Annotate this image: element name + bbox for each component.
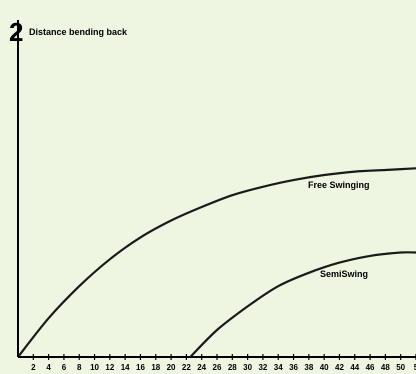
- x-tick-label: 40: [320, 363, 329, 372]
- x-tick-label: 5: [414, 363, 416, 372]
- x-tick-label: 6: [62, 363, 67, 372]
- x-ticks: 2 4 6 8 10 12 14 16 18 20 22 24 26 28 30 32 34 36 38 40 42 44…: [31, 354, 416, 372]
- x-tick-label: 50: [396, 363, 405, 372]
- x-tick-label: 10: [90, 363, 99, 372]
- x-tick-label: 26: [213, 363, 222, 372]
- x-tick-label: 38: [304, 363, 313, 372]
- x-tick-label: 28: [228, 363, 237, 372]
- x-tick-label: 18: [151, 363, 160, 372]
- x-tick-label: 36: [289, 363, 298, 372]
- x-tick-label: 48: [381, 363, 390, 372]
- series-label-semiswing: SemiSwing: [320, 269, 368, 279]
- x-tick-label: 14: [121, 363, 130, 372]
- x-tick-label: 8: [77, 363, 82, 372]
- series-layer: [17, 167, 416, 358]
- series-line-semiswing: [189, 251, 416, 358]
- x-tick-label: 34: [274, 363, 283, 372]
- series-label-free-swinging: Free Swinging: [308, 180, 370, 190]
- series-line-free-swinging: [17, 167, 416, 358]
- x-tick-label: 30: [243, 363, 252, 372]
- x-tick-label: 32: [258, 363, 267, 372]
- x-tick-label: 42: [335, 363, 344, 372]
- x-tick-label: 2: [31, 363, 36, 372]
- x-tick-label: 24: [197, 363, 206, 372]
- x-tick-label: 20: [167, 363, 176, 372]
- x-tick-label: 44: [350, 363, 359, 372]
- y-axis-label: Distance bending back: [29, 27, 128, 37]
- x-tick-label: 4: [46, 363, 51, 372]
- x-tick-label: 46: [366, 363, 375, 372]
- x-tick-label: 12: [105, 363, 114, 372]
- y-axis-marker: 2: [9, 17, 23, 47]
- x-tick-label: 16: [136, 363, 145, 372]
- x-tick-label: 22: [182, 363, 191, 372]
